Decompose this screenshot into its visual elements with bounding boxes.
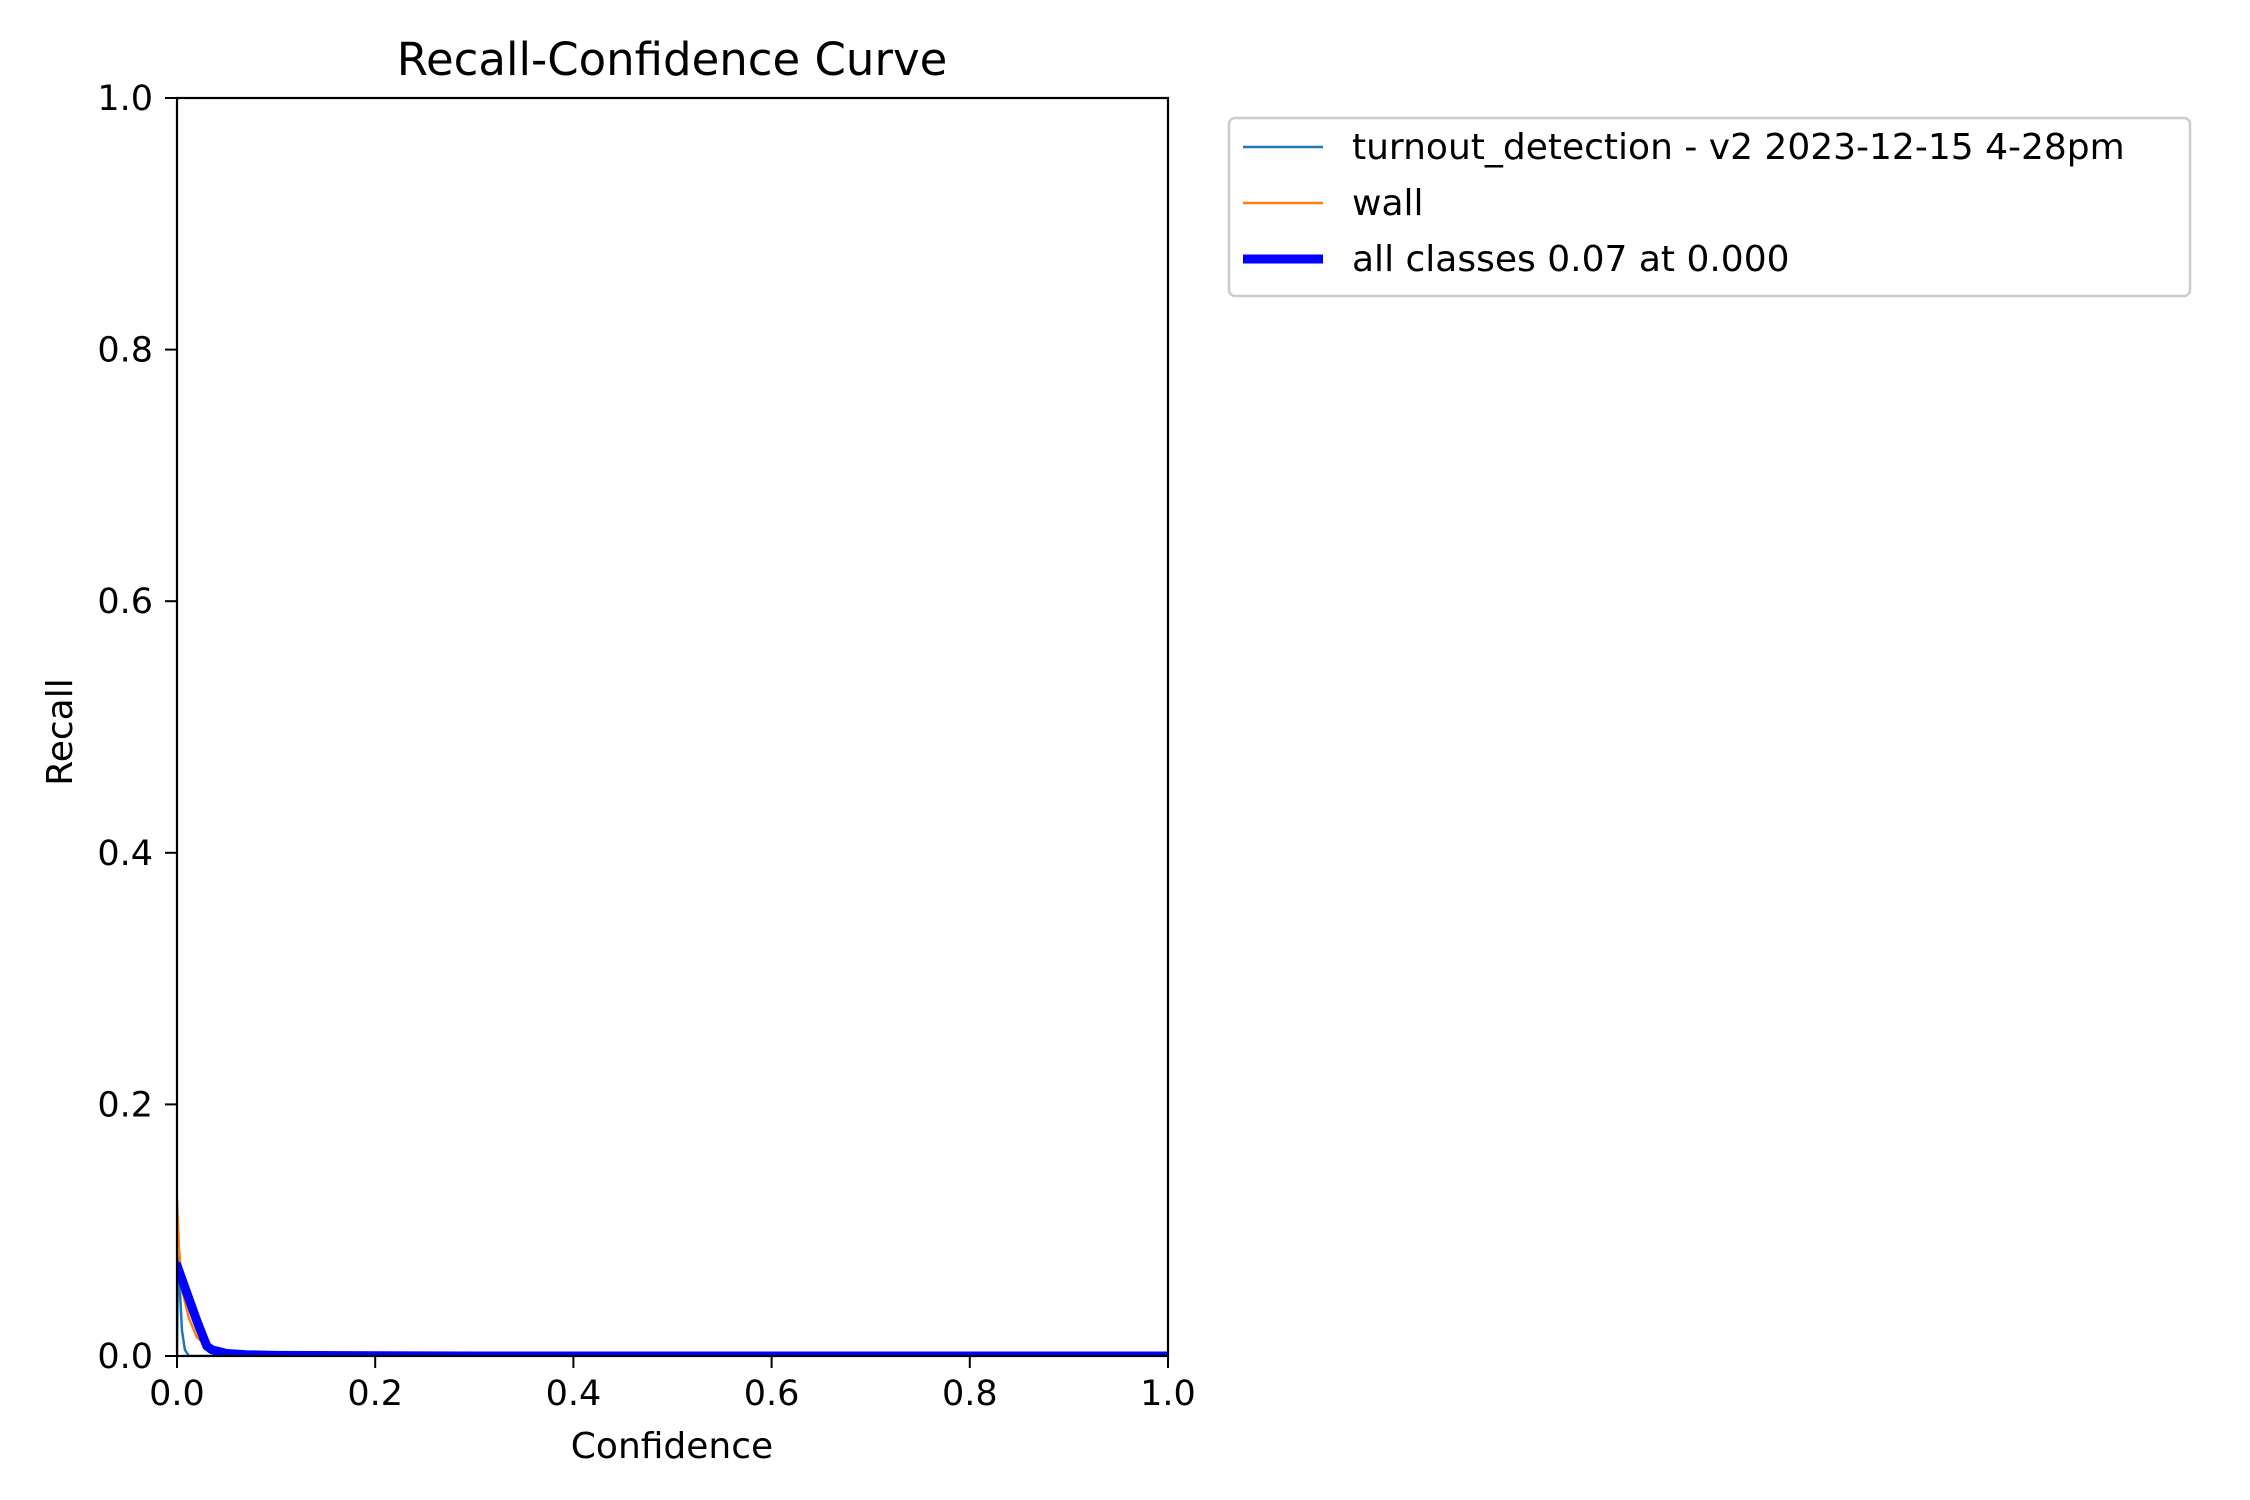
y-tick-label: 0.0 — [97, 1337, 153, 1377]
legend-box — [1227, 116, 2192, 298]
y-tick-label: 0.6 — [97, 582, 153, 622]
series-line-all-classes — [177, 1260, 1168, 1356]
chart-title: Recall-Confidence Curve — [397, 33, 948, 86]
series-layer — [177, 1197, 1168, 1356]
y-tick-label: 0.4 — [97, 834, 153, 874]
y-tick-label: 1.0 — [97, 79, 153, 119]
y-tick-label: 0.8 — [97, 331, 153, 371]
x-tick-label: 0.2 — [347, 1374, 403, 1414]
x-tick-label: 0.4 — [546, 1374, 602, 1414]
plot-frame — [175, 96, 1170, 1358]
y-tick-label: 0.2 — [97, 1085, 153, 1125]
legend-label-wall: wall — [1352, 183, 1424, 224]
x-tick-label: 0.8 — [942, 1374, 998, 1414]
x-tick-label: 0.0 — [149, 1374, 205, 1414]
x-tick-label: 1.0 — [1140, 1374, 1196, 1414]
x-tick-label: 0.6 — [744, 1374, 800, 1414]
legend-label-turnout-detection: turnout_detection - v2 2023-12-15 4-28pm — [1352, 127, 2125, 168]
x-axis-label: Confidence — [571, 1426, 773, 1467]
legend-label-all-classes: all classes 0.07 at 0.000 — [1352, 239, 1790, 280]
y-axis: 0.0 0.2 0.4 0.6 0.8 1.0 — [97, 79, 177, 1377]
legend: turnout_detection - v2 2023-12-15 4-28pm… — [1227, 116, 2192, 298]
x-axis: 0.0 0.2 0.4 0.6 0.8 1.0 — [149, 1356, 1196, 1414]
y-axis-label: Recall — [40, 678, 81, 785]
